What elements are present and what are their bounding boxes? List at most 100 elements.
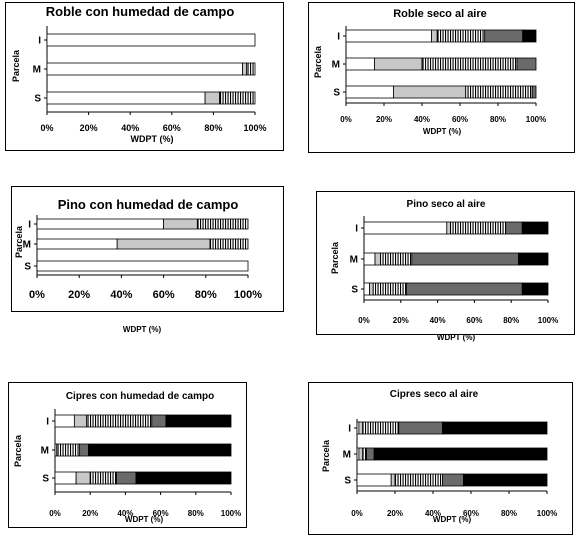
x-axis-label: WDPT (%)	[123, 325, 162, 334]
bar-segment-M-2	[242, 62, 248, 76]
bar-segment-S-2	[204, 91, 221, 105]
category-label: I	[46, 417, 49, 428]
bar-segment-M-1	[36, 238, 118, 250]
x-tick-label: 80%	[501, 509, 517, 518]
x-tick-label: 0%	[351, 509, 363, 518]
bar-segment-S-1	[363, 282, 370, 296]
bar-segment-I-2	[163, 218, 198, 230]
x-tick-label: 40%	[425, 509, 441, 518]
x-axis-label: WDPT (%)	[433, 515, 472, 524]
category-label: S	[42, 474, 49, 485]
y-axis-label: Parcela	[14, 225, 24, 258]
bar-segment-I-4	[505, 221, 523, 235]
category-label: I	[348, 424, 351, 435]
x-tick-label: 100%	[526, 115, 546, 124]
bar-segment-S-1	[54, 471, 77, 485]
x-tick-label: 60%	[463, 509, 479, 518]
chart-panel-6: Cipres seco al aire Parcela 0% 20% 40% 60% 80%…	[308, 382, 573, 535]
chart-title: Pino con humedad de campo	[58, 197, 239, 212]
bar-segment-S-4	[531, 85, 537, 99]
category-label: I	[28, 220, 31, 231]
bar-segment-I-3	[436, 29, 486, 43]
category-label: S	[24, 262, 31, 273]
bar-segment-S-3	[394, 473, 443, 487]
bar-segment-I-5	[522, 29, 537, 43]
bar-segment-I-1	[54, 414, 75, 428]
x-tick-label: 20%	[393, 316, 409, 325]
x-tick-label: 0%	[40, 123, 53, 133]
y-axis-label: Parcela	[13, 434, 23, 467]
bar-segment-M-4	[411, 252, 519, 266]
chart-panel-3: Pino con humedad de campo Parcela 0% 20% 40%…	[11, 186, 284, 334]
bar-segment-I-2	[73, 414, 88, 428]
x-tick-label: 60%	[452, 115, 468, 124]
x-tick-label: 80%	[503, 316, 519, 325]
bar-segment-I-1	[36, 218, 164, 230]
category-label: M	[332, 60, 340, 71]
bar-segment-S-1	[36, 260, 249, 272]
bar-segment-S-5	[135, 471, 232, 485]
bar-segment-I-3	[362, 421, 400, 435]
bar-segment-S-4	[405, 282, 523, 296]
bar-segment-S-2	[393, 85, 467, 99]
x-tick-label: 40%	[110, 289, 132, 301]
x-tick-label: 40%	[117, 509, 133, 518]
x-tick-label: 100%	[234, 289, 262, 301]
bar-segment-I-1	[363, 221, 448, 235]
bar-segment-M-4	[516, 57, 537, 71]
x-tick-label: 20%	[80, 123, 98, 133]
x-axis-label: WDPT (%)	[131, 134, 174, 144]
bar-segment-S-1	[345, 85, 394, 99]
x-tick-label: 80%	[188, 509, 204, 518]
y-axis-label: Parcela	[321, 439, 331, 472]
bar-segment-M-3	[209, 238, 249, 250]
category-label: S	[351, 285, 358, 296]
chart-panel-1: Roble con humedad de campo Parcela 0% 20% 40…	[5, 2, 284, 151]
x-tick-label: 80%	[490, 115, 506, 124]
x-tick-label: 20%	[68, 289, 90, 301]
chart-title: Pino seco al aire	[407, 199, 486, 210]
x-tick-label: 100%	[221, 509, 241, 518]
bar-segment-I-3	[86, 414, 153, 428]
bar-segment-M-1	[363, 252, 376, 266]
bar-segment-S-3	[219, 91, 256, 105]
bar-segment-M-2	[358, 447, 364, 461]
bar-segment-I-2	[446, 221, 451, 235]
x-tick-label: 60%	[153, 509, 169, 518]
x-tick-label: 40%	[121, 123, 139, 133]
bar-segment-M-3	[421, 57, 518, 71]
x-tick-label: 0%	[49, 509, 61, 518]
bar-segment-S-2	[369, 282, 374, 296]
x-tick-label: 20%	[82, 509, 98, 518]
bar-segment-I-4	[484, 29, 524, 43]
x-axis-label: WDPT (%)	[125, 515, 164, 524]
bar-segment-M-1	[46, 62, 243, 76]
bar-segment-I-5	[521, 221, 549, 235]
category-label: M	[41, 446, 49, 457]
bar-segment-M-3	[362, 447, 367, 461]
bar-segment-I-5	[165, 414, 232, 428]
bar-segment-S-1	[46, 91, 206, 105]
bar-segment-I-2	[358, 421, 364, 435]
chart-title: Roble seco al aire	[393, 8, 487, 20]
category-label: I	[355, 224, 358, 235]
bar-segment-M-2	[374, 252, 381, 266]
bar-segment-M-4	[79, 443, 89, 457]
bar-segment-M-2	[374, 57, 423, 71]
category-label: I	[38, 36, 41, 47]
chart-title: Cipres seco al aire	[390, 389, 479, 400]
category-label: M	[350, 255, 358, 266]
x-tick-label: 60%	[163, 123, 181, 133]
chart-panel-5: Cipres con humedad de campo Parcela 0% 20% 4…	[8, 382, 247, 528]
bar-segment-M-3	[246, 62, 256, 76]
chart-panel-2: Roble seco al aire Parcela 0% 20% 40% 60% 80% 1…	[308, 2, 575, 153]
bar-segment-I-4	[398, 421, 443, 435]
bar-segment-I-5	[442, 421, 548, 435]
bar-segment-M-3	[56, 443, 81, 457]
bar-segment-I-1	[46, 33, 256, 47]
category-label: M	[343, 450, 351, 461]
chart-title: Cipres con humedad de campo	[66, 391, 214, 402]
bar-segment-S-3	[372, 282, 407, 296]
x-tick-label: 40%	[430, 316, 446, 325]
